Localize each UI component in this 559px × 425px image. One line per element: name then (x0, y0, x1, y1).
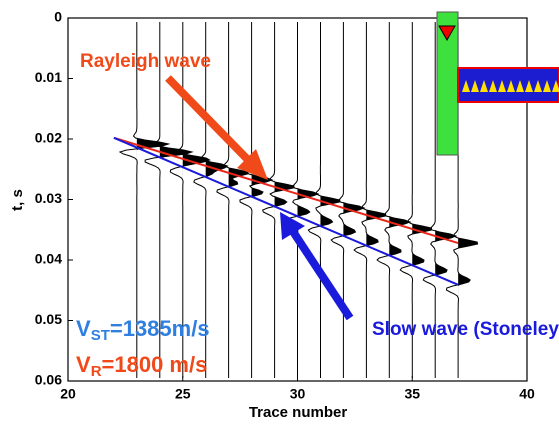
wiggle (330, 22, 366, 378)
wiggle (239, 22, 274, 378)
annotation: Slow wave (Stoneley) (372, 319, 559, 340)
wiggle (422, 22, 458, 378)
wiggle (216, 22, 249, 378)
y-tick-label: 0.01 (35, 69, 62, 85)
x-tick-label: 30 (290, 386, 306, 402)
x-tick-label: 35 (404, 386, 420, 402)
x-axis-label: Trace number (249, 404, 348, 421)
arrow-head (237, 149, 268, 180)
x-tick-label: 20 (60, 386, 76, 402)
y-tick-label: 0.05 (35, 311, 62, 327)
receivers (462, 80, 559, 92)
receiver-line (457, 67, 559, 103)
y-tick-label: 0.04 (35, 251, 62, 267)
wiggle-traces (118, 22, 479, 379)
receiver-marker (552, 80, 559, 92)
annotation: Rayleigh wave (80, 51, 211, 72)
wiggle (193, 22, 229, 378)
receiver-marker (543, 80, 551, 92)
receiver-marker (525, 80, 533, 92)
y-tick-label: 0 (54, 9, 62, 25)
wiggle (284, 22, 320, 378)
wiggle (262, 22, 295, 378)
receiver-marker (471, 80, 479, 92)
y-axis-label: t, s (9, 189, 26, 211)
wiggle (376, 22, 412, 378)
line (113, 136, 459, 245)
annotation: VR=1800 m/s (76, 352, 207, 380)
wiggle (307, 22, 341, 378)
receiver-marker (498, 80, 506, 92)
annotation: VST=1385m/s (76, 316, 210, 344)
arrow-head (280, 212, 305, 240)
wiggle (399, 22, 433, 378)
wiggle (169, 22, 211, 378)
receiver-marker (462, 80, 470, 92)
arrow (165, 75, 255, 167)
receiver-marker (507, 80, 515, 92)
y-tick-label: 0.06 (35, 372, 62, 388)
receiver-marker (534, 80, 542, 92)
wiggle (144, 22, 194, 378)
x-tick-label: 25 (175, 386, 191, 402)
wiggle (118, 22, 171, 378)
wiggle-fill (320, 22, 340, 379)
receiver-marker (480, 80, 488, 92)
receiver-marker (516, 80, 524, 92)
arrow (288, 227, 354, 321)
y-tick-label: 0.03 (35, 190, 62, 206)
line (113, 136, 459, 286)
source-marker (438, 25, 456, 42)
y-tick-label: 0.02 (35, 130, 62, 146)
lines (113, 136, 459, 286)
wiggle (353, 22, 387, 378)
x-tick-label: 40 (519, 386, 535, 402)
receiver-marker (489, 80, 497, 92)
